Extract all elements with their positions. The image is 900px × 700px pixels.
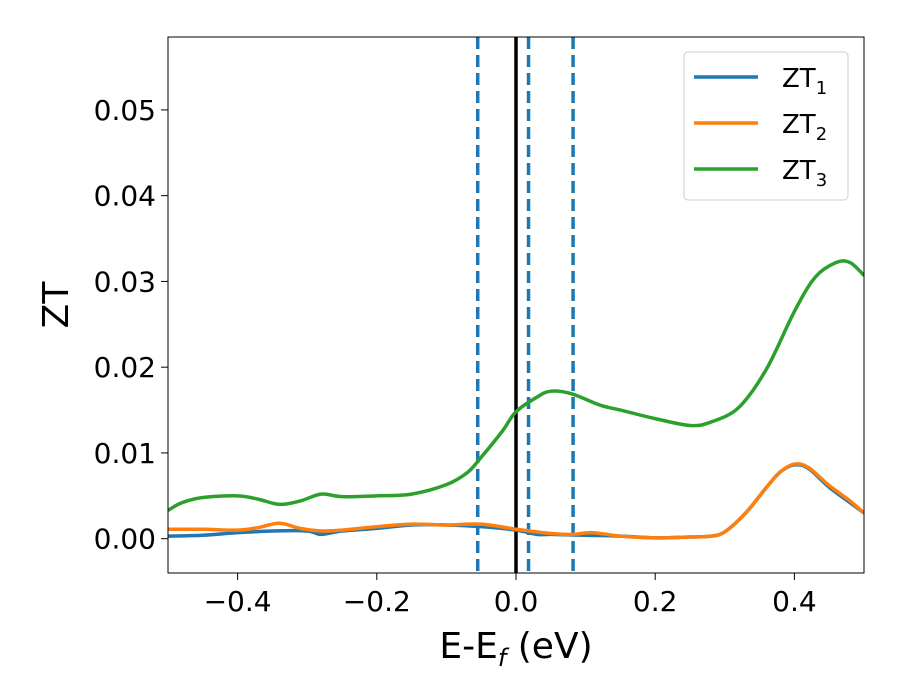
y-axis-ticks: 0.00 0.01 0.02 0.03 0.04 0.05 bbox=[94, 94, 168, 556]
y-tick-label: 0.01 bbox=[94, 437, 156, 470]
series-lines bbox=[168, 259, 864, 540]
x-tick-label: −0.2 bbox=[343, 585, 411, 618]
legend-box bbox=[683, 51, 849, 201]
x-tick-label: 0.4 bbox=[772, 585, 817, 618]
legend: ZT1 ZT2 ZT3 bbox=[683, 51, 849, 201]
legend-label-zt1: ZT1 bbox=[782, 64, 827, 99]
x-axis-label-suffix: (eV) bbox=[506, 626, 592, 667]
y-tick-label: 0.05 bbox=[94, 94, 156, 127]
y-tick-label: 0.00 bbox=[94, 523, 156, 556]
x-tick-label: 0.2 bbox=[633, 585, 678, 618]
y-tick-label: 0.04 bbox=[94, 180, 156, 213]
y-axis-label: ZT bbox=[36, 281, 77, 329]
y-tick-label: 0.03 bbox=[94, 265, 156, 298]
x-tick-label: 0.0 bbox=[494, 585, 539, 618]
x-tick-label: −0.4 bbox=[204, 585, 272, 618]
y-tick-label: 0.02 bbox=[94, 351, 156, 384]
vertical-lines bbox=[475, 37, 575, 573]
series-line-zt3 bbox=[168, 259, 864, 512]
x-axis-ticks: −0.4 −0.2 0.0 0.2 0.4 bbox=[204, 573, 817, 618]
x-axis-label: E-Ef (eV) bbox=[439, 626, 592, 672]
series-line-zt2 bbox=[168, 462, 864, 540]
legend-label-zt3: ZT3 bbox=[782, 156, 827, 191]
legend-items: ZT1 ZT2 ZT3 bbox=[694, 64, 827, 191]
x-axis-label-main: E-E bbox=[439, 626, 497, 667]
legend-label-zt2: ZT2 bbox=[782, 110, 827, 145]
